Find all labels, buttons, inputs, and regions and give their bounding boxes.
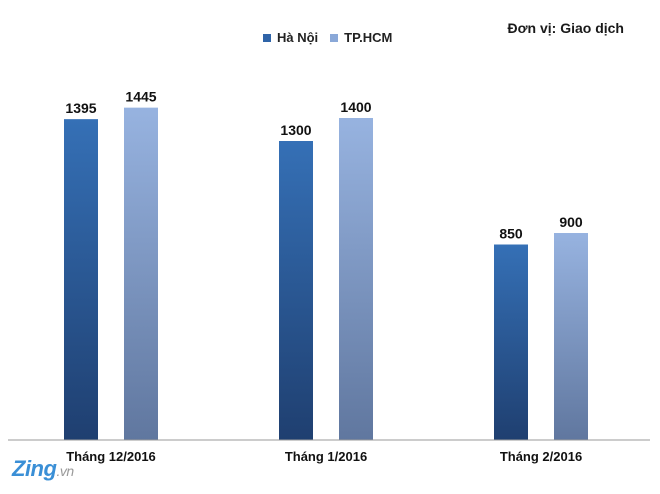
zing-logo: Zing.vn: [12, 456, 74, 481]
data-label-hanoi-2: 850: [499, 226, 523, 242]
x-tick-label-1: Tháng 1/2016: [285, 449, 367, 464]
data-label-hcm-1: 1400: [340, 99, 371, 115]
bar-hanoi-1: [279, 141, 313, 440]
legend-swatch-hanoi: [263, 33, 271, 42]
bar-hcm-0: [124, 107, 158, 441]
legend: Hà Nội TP.HCM: [263, 30, 392, 45]
unit-label: Đơn vị: Giao dịch: [507, 20, 624, 36]
bar-hcm-1: [339, 118, 373, 440]
data-label-hcm-2: 900: [559, 214, 583, 230]
data-label-hcm-0: 1445: [125, 89, 156, 105]
legend-label-hcm: TP.HCM: [344, 30, 393, 45]
legend-item-hcm: TP.HCM: [330, 30, 392, 45]
bar-hanoi-2: [494, 244, 528, 440]
bar-hanoi-0: [64, 119, 98, 441]
data-label-hanoi-1: 1300: [280, 122, 311, 138]
legend-swatch-hcm: [330, 33, 339, 42]
bar-hcm-2: [554, 233, 588, 440]
x-tick-label-2: Tháng 2/2016: [500, 449, 582, 464]
legend-label-hanoi: Hà Nội: [277, 30, 319, 45]
legend-item-hanoi: Hà Nội: [263, 30, 318, 45]
data-label-hanoi-0: 1395: [65, 100, 96, 116]
x-tick-label-0: Tháng 12/2016: [66, 449, 156, 464]
